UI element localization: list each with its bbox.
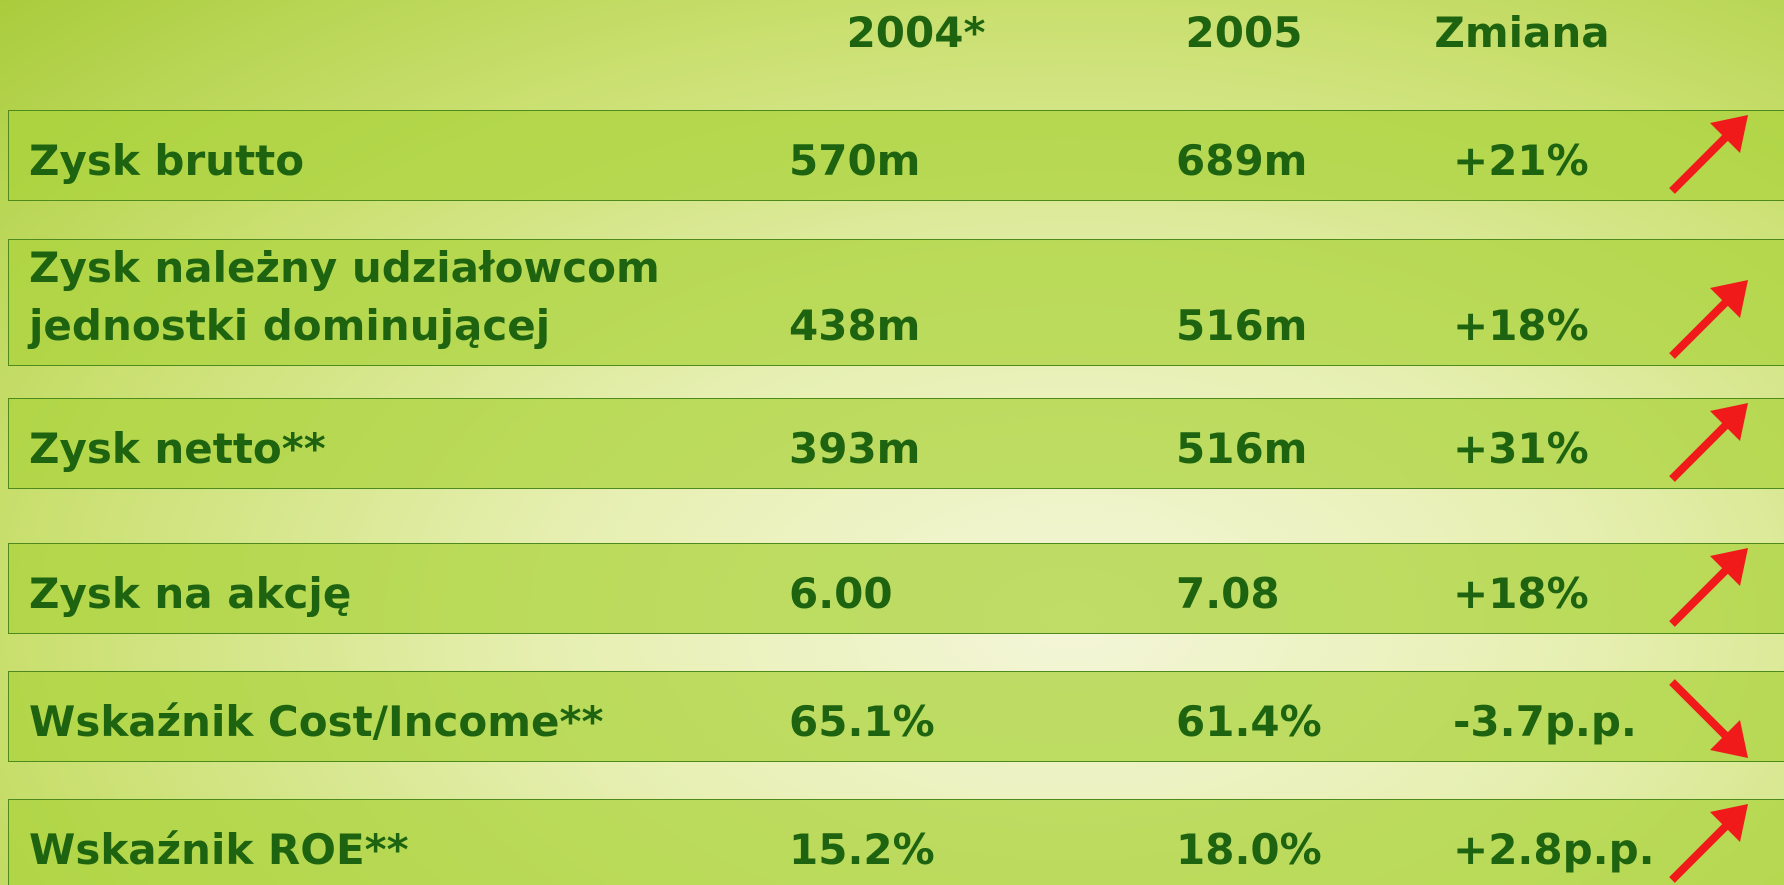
arrow-part [1669,821,1731,883]
row-value: +21% [1453,136,1589,185]
row-value: 15.2% [789,825,935,874]
row-value: 438m [789,301,921,350]
row-label: Zysk brutto [29,136,305,185]
arrow-part [1669,132,1731,194]
table-row: Zysk należny udziałowcom jednostki dominu… [8,239,1784,366]
table-row: Wskaźnik ROE** 15.2% 18.0% +2.8p.p. [8,799,1784,885]
column-header: 2004* [846,8,986,57]
row-label: Wskaźnik ROE** [29,825,409,874]
arrow-part [1669,679,1731,741]
arrow-down [1669,679,1748,758]
arrow-up [1669,403,1748,482]
table-row: Zysk na akcję 6.00 7.08 +18% [8,543,1784,634]
arrow-part [1710,720,1748,758]
arrow-part [1669,565,1731,627]
arrow-part [1710,280,1748,318]
row-label: Zysk na akcję [29,569,352,618]
arrow-up [1669,548,1748,627]
row-value: 65.1% [789,697,935,746]
arrow-up [1669,280,1748,359]
table-row: Wskaźnik Cost/Income** 65.1% 61.4% -3.7p.p. [8,671,1784,762]
row-value: 570m [789,136,921,185]
row-label: Zysk należny udziałowcom [29,243,660,292]
arrow-part [1710,115,1748,153]
arrow-up [1669,804,1748,883]
row-value: +31% [1453,424,1589,473]
row-value: 6.00 [789,569,893,618]
row-value: 7.08 [1176,569,1280,618]
table-row: Zysk netto** 393m 516m +31% [8,398,1784,489]
row-label: jednostki dominującej [29,301,551,350]
row-value: -3.7p.p. [1453,697,1637,746]
column-header: Zmiana [1434,8,1610,57]
row-value: 516m [1176,301,1308,350]
row-value: 393m [789,424,921,473]
row-label: Wskaźnik Cost/Income** [29,697,604,746]
column-header: 2005 [1185,8,1303,57]
row-value: +2.8p.p. [1453,825,1655,874]
arrow-part [1710,403,1748,441]
row-value: +18% [1453,301,1589,350]
row-value: 18.0% [1176,825,1322,874]
table-row: Zysk brutto 570m 689m +21% [8,110,1784,201]
arrow-part [1669,420,1731,482]
row-label: Zysk netto** [29,424,326,473]
row-value: 61.4% [1176,697,1322,746]
arrow-part [1669,297,1731,359]
row-value: 689m [1176,136,1308,185]
arrow-part [1710,548,1748,586]
row-value: 516m [1176,424,1308,473]
arrow-up [1669,115,1748,194]
row-value: +18% [1453,569,1589,618]
arrow-part [1710,804,1748,842]
